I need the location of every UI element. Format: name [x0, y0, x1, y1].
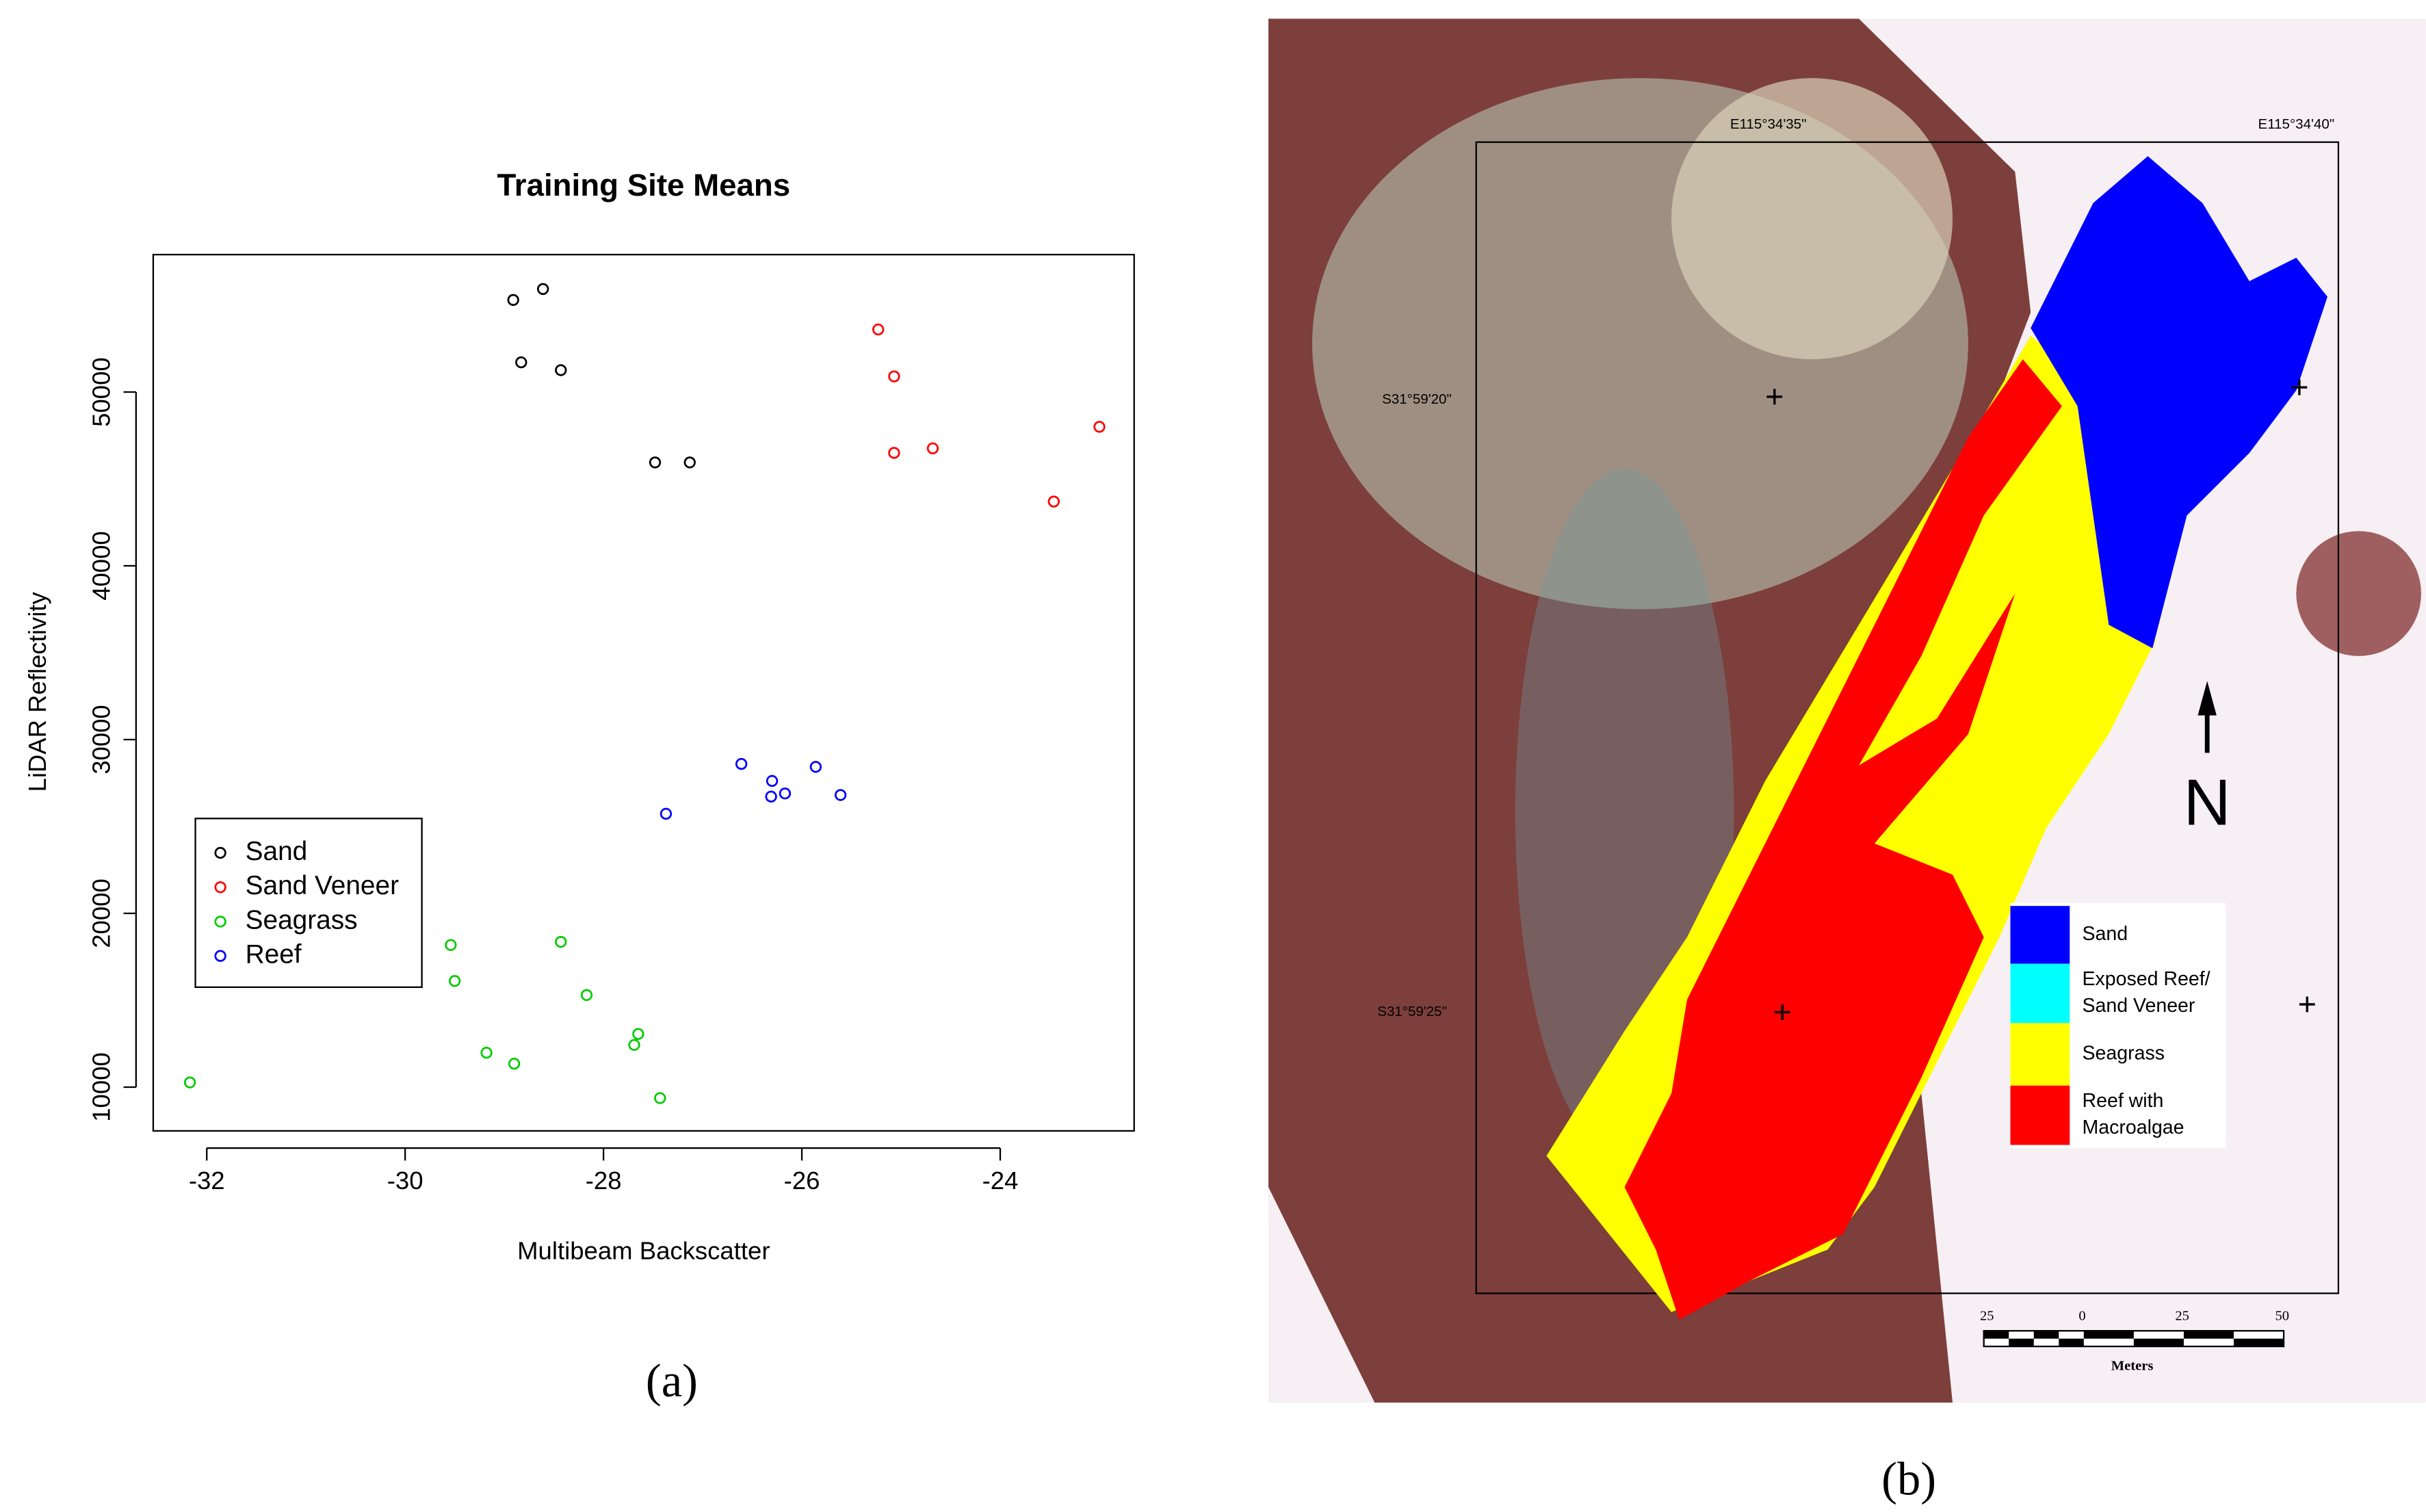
- scale-tick-label: 50: [2275, 1308, 2289, 1323]
- point: [537, 283, 549, 296]
- map-legend-label: Sand: [2083, 923, 2128, 945]
- point: [834, 789, 847, 801]
- map-legend-label: Seagrass: [2083, 1043, 2165, 1065]
- point: [735, 757, 748, 770]
- point: [683, 456, 696, 469]
- x-tick-label: -26: [784, 1166, 820, 1195]
- map-legend-label: Reef with: [2083, 1090, 2164, 1112]
- map-legend-swatch: [2010, 906, 2070, 964]
- point: [628, 1039, 640, 1051]
- x-tick-label: -28: [586, 1166, 622, 1195]
- point: [888, 447, 900, 459]
- map-image: [1268, 18, 2426, 1403]
- scale-tick-label: 25: [2175, 1308, 2189, 1323]
- y-tick-label: 40000: [88, 531, 116, 601]
- point: [515, 356, 527, 369]
- scale-tick-label: 25: [1980, 1308, 1994, 1323]
- x-tick-label: -32: [189, 1166, 225, 1195]
- point: [926, 442, 939, 455]
- north-label: N: [2184, 766, 2231, 839]
- point: [555, 935, 567, 948]
- y-tick-label: 50000: [88, 357, 116, 427]
- point: [480, 1047, 493, 1059]
- x-tick-label: -30: [387, 1166, 423, 1195]
- point: [555, 364, 567, 376]
- legend-marker: [214, 950, 226, 962]
- point: [508, 1058, 521, 1070]
- panel-label: (b): [1881, 1453, 1936, 1505]
- legend-label: Reef: [246, 939, 302, 969]
- legend-label: Sand: [246, 837, 308, 866]
- point: [507, 294, 519, 307]
- map-legend-label: Sand Veneer: [2083, 995, 2195, 1017]
- point: [445, 939, 457, 951]
- coord-label: S31°59'25": [1377, 1004, 1447, 1019]
- plot-frame: [152, 253, 1135, 1132]
- x-tick-label: -24: [982, 1166, 1019, 1195]
- legend-marker: [214, 915, 226, 928]
- point: [888, 370, 900, 382]
- scale-tick-label: 0: [2078, 1308, 2085, 1323]
- map-legend-swatch: [2010, 963, 2070, 1024]
- map-legend-label: Macroalgae: [2083, 1117, 2184, 1138]
- y-tick-label: 30000: [88, 705, 116, 774]
- coord-label: S31°59'20": [1382, 391, 1452, 407]
- map-legend-label: Exposed Reef/: [2083, 968, 2210, 990]
- map-legend-swatch: [2010, 1023, 2070, 1086]
- point: [1093, 421, 1106, 433]
- coord-label: E115°34'35": [1730, 116, 1807, 132]
- point: [660, 807, 673, 820]
- legend-label: Sand Veneer: [246, 871, 399, 900]
- point: [580, 989, 593, 1002]
- point: [649, 456, 662, 469]
- y-tick-label: 20000: [88, 878, 116, 948]
- legend-box: [194, 818, 423, 989]
- coord-label: E115°34'40": [2258, 116, 2335, 132]
- y-axis-label: LiDAR Reflectivity: [23, 592, 51, 792]
- point: [183, 1076, 196, 1089]
- point: [872, 323, 885, 336]
- chart-title: Training Site Means: [497, 168, 790, 203]
- point: [766, 774, 779, 787]
- x-axis-label: Multibeam Backscatter: [517, 1237, 770, 1265]
- legend-marker: [214, 846, 226, 859]
- point: [632, 1028, 644, 1040]
- legend-marker: [214, 881, 226, 894]
- point: [448, 975, 461, 987]
- point: [1047, 495, 1060, 508]
- map-legend-swatch: [2010, 1085, 2070, 1145]
- point: [809, 761, 822, 773]
- point: [765, 790, 777, 803]
- legend-label: Seagrass: [246, 905, 358, 935]
- panel-label: (a): [646, 1355, 698, 1407]
- point: [779, 787, 792, 800]
- scale-unit: Meters: [2111, 1358, 2154, 1373]
- point: [654, 1092, 666, 1104]
- y-tick-label: 10000: [88, 1052, 116, 1122]
- scale-bar: [1983, 1330, 2285, 1348]
